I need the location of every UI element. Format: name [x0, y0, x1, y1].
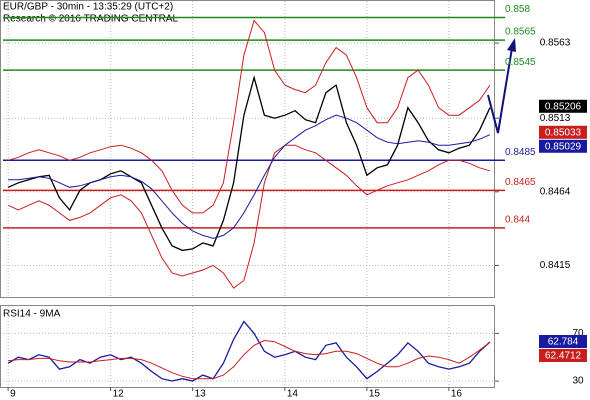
series-line [7, 19, 491, 214]
x-tick-label: 12 [113, 389, 125, 400]
x-tick-label: 16 [451, 389, 463, 400]
price-box-label: 0.85206 [545, 101, 582, 112]
y-tick-label: 0.8513 [540, 113, 571, 124]
x-tick-label: 13 [195, 389, 207, 400]
series-line [7, 144, 491, 289]
level-label: 0.8545 [505, 57, 536, 68]
price-box-label: 0.85029 [545, 141, 582, 152]
y-tick-label: 0.8464 [540, 186, 571, 197]
x-tick-label: 9 [10, 389, 16, 400]
y-tick-label: 0.8415 [540, 260, 571, 271]
chart-title: EUR/GBP - 30min - 13:35:29 (UTC+2) [3, 2, 173, 13]
price-box-label: 0.85033 [545, 127, 582, 138]
forecast-arrow-head [507, 38, 516, 52]
y-tick-label: 0.8563 [540, 38, 571, 49]
level-label: 0.844 [505, 215, 530, 226]
price-box [539, 99, 587, 113]
rsi-panel-frame [0, 305, 495, 388]
rsi-title: RSI14 - 9MA [3, 309, 61, 320]
price-box [539, 334, 587, 348]
series-line [7, 320, 491, 382]
x-tick-label: 15 [369, 389, 381, 400]
level-label: 0.858 [505, 4, 530, 15]
y-tick-label: 30 [572, 376, 584, 387]
price-box-label: 62.4712 [545, 351, 582, 362]
price-box [539, 125, 587, 139]
chart-subtitle: Research © 2016 TRADING CENTRAL [3, 14, 178, 25]
price-panel-frame [0, 0, 495, 298]
forecast-arrow [487, 47, 513, 134]
level-label: 0.8565 [505, 27, 536, 38]
x-tick-label: 14 [287, 389, 299, 400]
level-label: 0.8485 [505, 147, 536, 158]
price-box [539, 348, 587, 362]
series-line [8, 339, 491, 380]
series-line [8, 114, 491, 239]
series-line [7, 75, 491, 252]
level-label: 0.8465 [505, 177, 536, 188]
price-box-label: 62.784 [548, 337, 579, 348]
price-box [539, 139, 587, 153]
y-tick-label: 70 [572, 328, 584, 339]
